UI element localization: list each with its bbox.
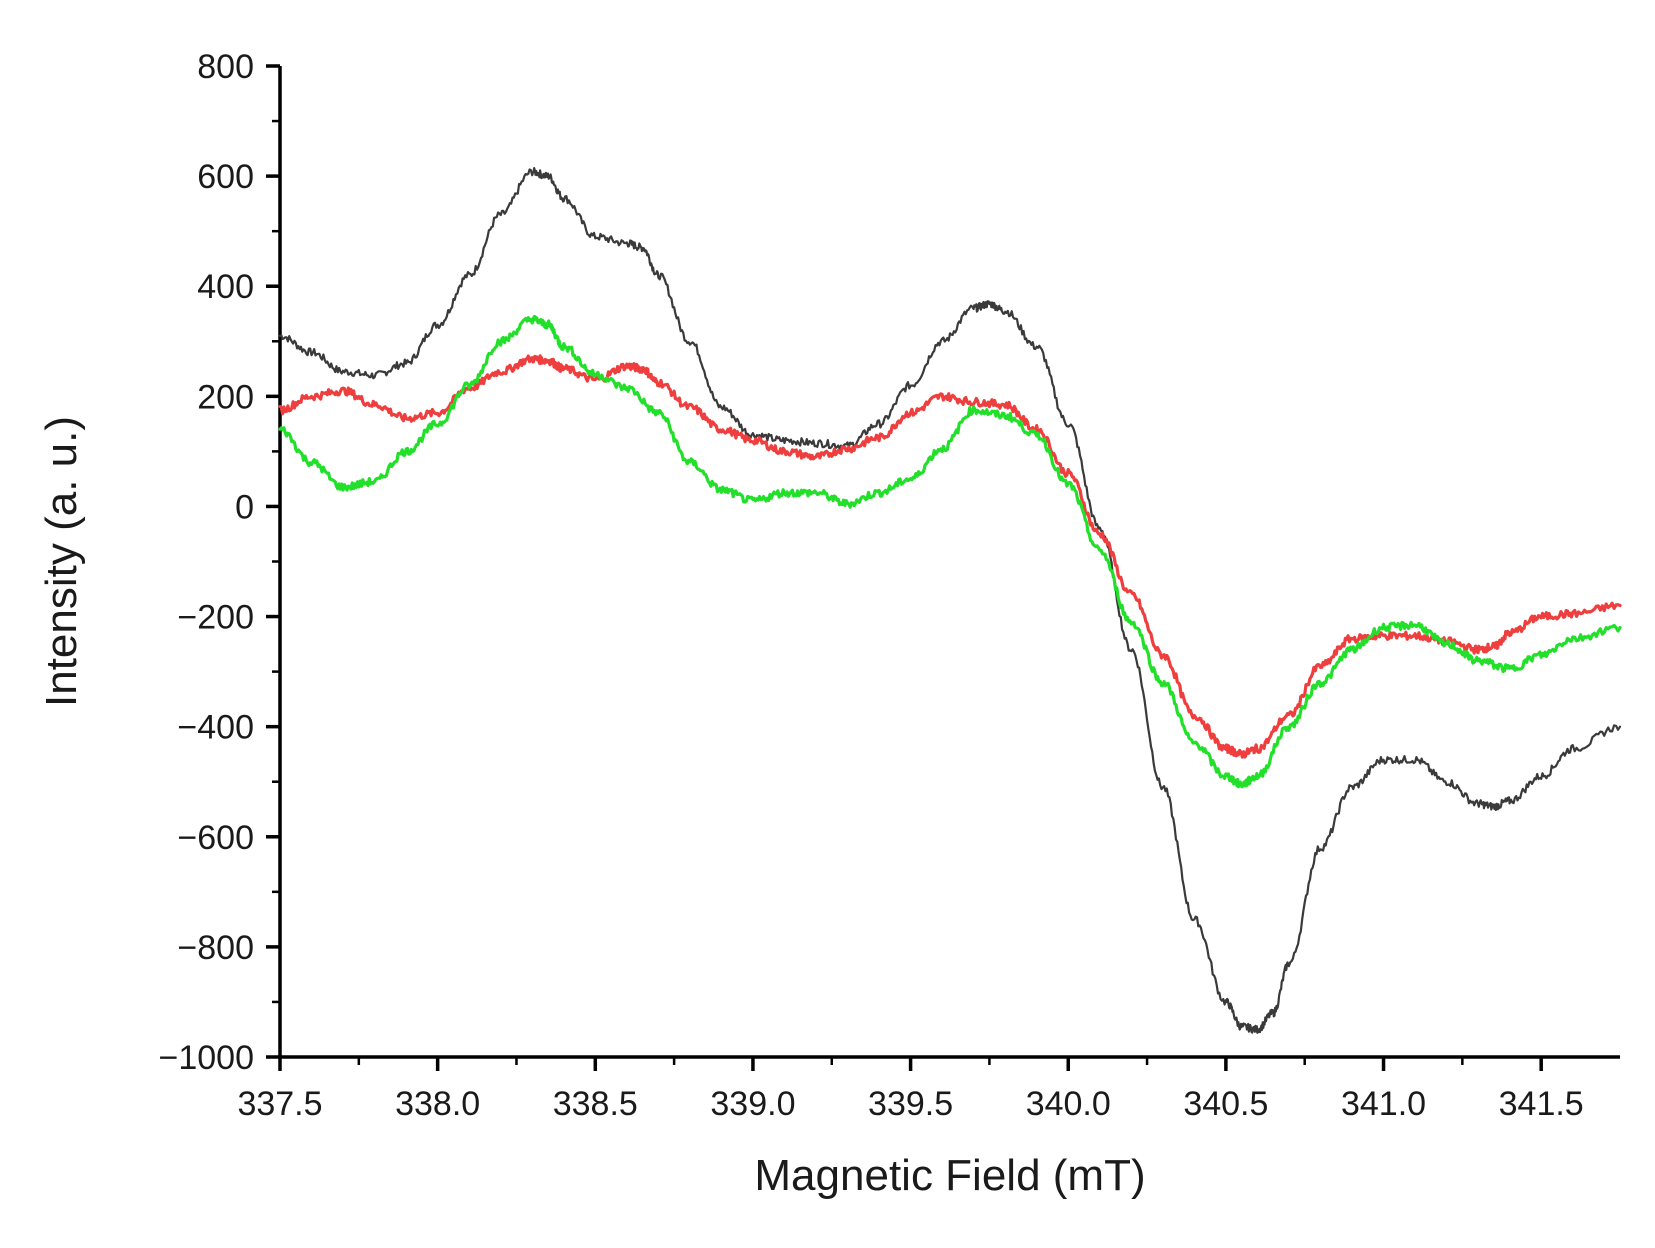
y-axis-title: Intensity (a. u.) bbox=[37, 416, 86, 707]
y-tick-label: −1000 bbox=[159, 1039, 255, 1077]
axis-labels: Magnetic Field (mT) Intensity (a. u.) bbox=[37, 416, 1146, 1200]
x-tick-label: 340.0 bbox=[1026, 1085, 1111, 1123]
y-tick-label: 600 bbox=[197, 158, 254, 196]
axes: 800 600 400 200 0 −200 −400 −600 −800 −1000 337.5 3… bbox=[159, 48, 1620, 1123]
series-layer bbox=[278, 167, 1622, 1034]
x-tick-label: 339.0 bbox=[710, 1085, 795, 1123]
x-tick-label: 339.5 bbox=[868, 1085, 953, 1123]
y-tick-label: 800 bbox=[197, 48, 254, 86]
x-tick-label: 338.5 bbox=[553, 1085, 638, 1123]
x-tick-label: 338.0 bbox=[395, 1085, 480, 1123]
y-tick-label: 400 bbox=[197, 268, 254, 306]
series-line-2 bbox=[278, 354, 1622, 759]
x-axis-title: Magnetic Field (mT) bbox=[754, 1151, 1145, 1200]
x-tick-label: 341.0 bbox=[1341, 1085, 1426, 1123]
y-tick-label: −400 bbox=[177, 709, 254, 747]
y-tick-label: 0 bbox=[235, 488, 254, 526]
y-tick-label: −800 bbox=[177, 929, 254, 967]
x-tick-label: 341.5 bbox=[1499, 1085, 1584, 1123]
series-line-1 bbox=[278, 167, 1622, 1034]
x-tick-label: 340.5 bbox=[1183, 1085, 1268, 1123]
y-tick-label: 200 bbox=[197, 378, 254, 416]
x-tick-label: 337.5 bbox=[237, 1085, 322, 1123]
y-tick-label: −200 bbox=[177, 599, 254, 637]
y-tick-label: −600 bbox=[177, 819, 254, 857]
series-line-3 bbox=[278, 315, 1622, 789]
